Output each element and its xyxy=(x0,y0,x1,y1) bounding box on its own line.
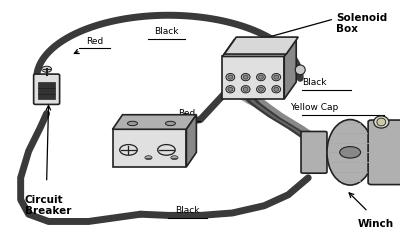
Ellipse shape xyxy=(42,66,52,72)
Ellipse shape xyxy=(226,86,235,93)
Ellipse shape xyxy=(226,73,235,81)
Text: Winch: Winch xyxy=(358,219,394,229)
Ellipse shape xyxy=(295,65,305,75)
FancyBboxPatch shape xyxy=(368,120,402,185)
Ellipse shape xyxy=(327,120,373,185)
Ellipse shape xyxy=(340,147,360,158)
Text: Black: Black xyxy=(154,27,179,36)
Polygon shape xyxy=(186,115,196,167)
Ellipse shape xyxy=(374,116,389,128)
Ellipse shape xyxy=(272,73,281,81)
Text: Black: Black xyxy=(175,206,200,215)
Ellipse shape xyxy=(145,156,152,160)
Ellipse shape xyxy=(228,87,233,91)
FancyBboxPatch shape xyxy=(301,132,327,173)
Ellipse shape xyxy=(257,73,265,81)
FancyBboxPatch shape xyxy=(38,93,55,99)
Text: Yellow Cap: Yellow Cap xyxy=(290,103,338,112)
Text: Circuit
Breaker: Circuit Breaker xyxy=(25,195,71,216)
Text: Solenoid
Box: Solenoid Box xyxy=(336,13,387,34)
Text: Black: Black xyxy=(302,78,326,87)
FancyBboxPatch shape xyxy=(38,88,55,94)
Ellipse shape xyxy=(241,86,250,93)
Ellipse shape xyxy=(241,73,250,81)
Polygon shape xyxy=(222,57,284,99)
Polygon shape xyxy=(222,40,296,57)
Polygon shape xyxy=(113,115,196,129)
Polygon shape xyxy=(113,129,186,167)
Ellipse shape xyxy=(377,118,386,126)
Ellipse shape xyxy=(128,121,137,126)
Ellipse shape xyxy=(243,87,248,91)
Ellipse shape xyxy=(243,75,248,79)
Polygon shape xyxy=(284,40,296,99)
Ellipse shape xyxy=(259,75,263,79)
Ellipse shape xyxy=(257,86,265,93)
Text: Red: Red xyxy=(178,109,195,118)
Text: Red: Red xyxy=(86,37,103,46)
FancyBboxPatch shape xyxy=(38,82,55,88)
Ellipse shape xyxy=(228,75,233,79)
Ellipse shape xyxy=(274,87,279,91)
Ellipse shape xyxy=(259,87,263,91)
Polygon shape xyxy=(224,37,298,54)
FancyBboxPatch shape xyxy=(34,74,60,104)
Ellipse shape xyxy=(274,75,279,79)
Ellipse shape xyxy=(272,86,281,93)
Ellipse shape xyxy=(171,156,178,160)
Ellipse shape xyxy=(165,121,175,126)
